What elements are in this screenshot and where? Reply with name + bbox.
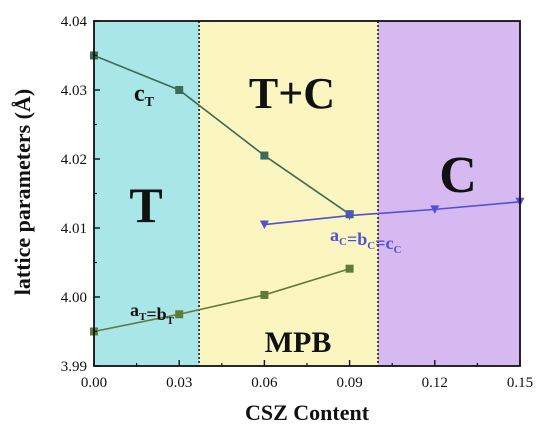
series-label-cT: cT: [134, 81, 155, 110]
series-line-1: [93, 267, 350, 333]
region-label-2: C: [439, 147, 477, 204]
x-tick-label-2: 0.06: [251, 375, 278, 391]
region-label-1: T+C: [249, 69, 335, 118]
data-point-s2-1: [345, 211, 355, 221]
x-tick-label-3: 0.09: [336, 375, 362, 391]
data-point-s1-3: [345, 264, 354, 273]
data-point-s0-2: [260, 151, 269, 160]
mpb-label: MPB: [265, 326, 332, 359]
series-label-aT-bT: aT=bT: [130, 300, 175, 327]
data-point-s0-1: [175, 86, 184, 94]
axis-tick-labels: 0.00 0.03 0.06 0.09 0.12 0.15 3.99 4.00 4.01 4.02…: [61, 14, 533, 391]
x-tick-label-5: 0.15: [507, 375, 533, 391]
series-lines: [93, 54, 521, 333]
x-tick-label-4: 0.12: [422, 375, 448, 391]
x-tick-label-0: 0.00: [81, 375, 107, 391]
data-point-s1-1: [175, 310, 184, 319]
y-tick-label-5: 4.04: [61, 14, 88, 30]
phase-regions: [94, 21, 520, 366]
y-axis-title: lattice parameters (Å): [10, 89, 35, 295]
series-label-aC-bC-cC: aC=bC=cC: [330, 225, 401, 256]
data-point-s2-0: [259, 220, 269, 230]
x-tick-label-1: 0.03: [166, 375, 192, 391]
region-1: [199, 21, 378, 366]
axis-ticks: [93, 20, 521, 367]
region-label-0: T: [129, 177, 162, 233]
data-point-s1-2: [260, 290, 269, 299]
y-tick-label-1: 4.00: [61, 290, 87, 306]
series-line-2: [264, 200, 521, 226]
phase-boundaries: [198, 21, 379, 366]
y-tick-label-3: 4.02: [61, 152, 87, 168]
region-0: [94, 21, 200, 366]
region-2: [378, 21, 520, 366]
series-line-0: [93, 54, 351, 215]
y-tick-label-2: 4.01: [61, 221, 87, 237]
y-tick-label-0: 3.99: [61, 359, 87, 375]
x-axis-title: CSZ Content: [245, 400, 370, 425]
data-point-s2-2: [430, 205, 440, 214]
chart-annotations: T T+C C MPB cT aT=bT aC=bC=cC: [129, 69, 476, 359]
y-tick-label-4: 4.03: [61, 83, 87, 99]
